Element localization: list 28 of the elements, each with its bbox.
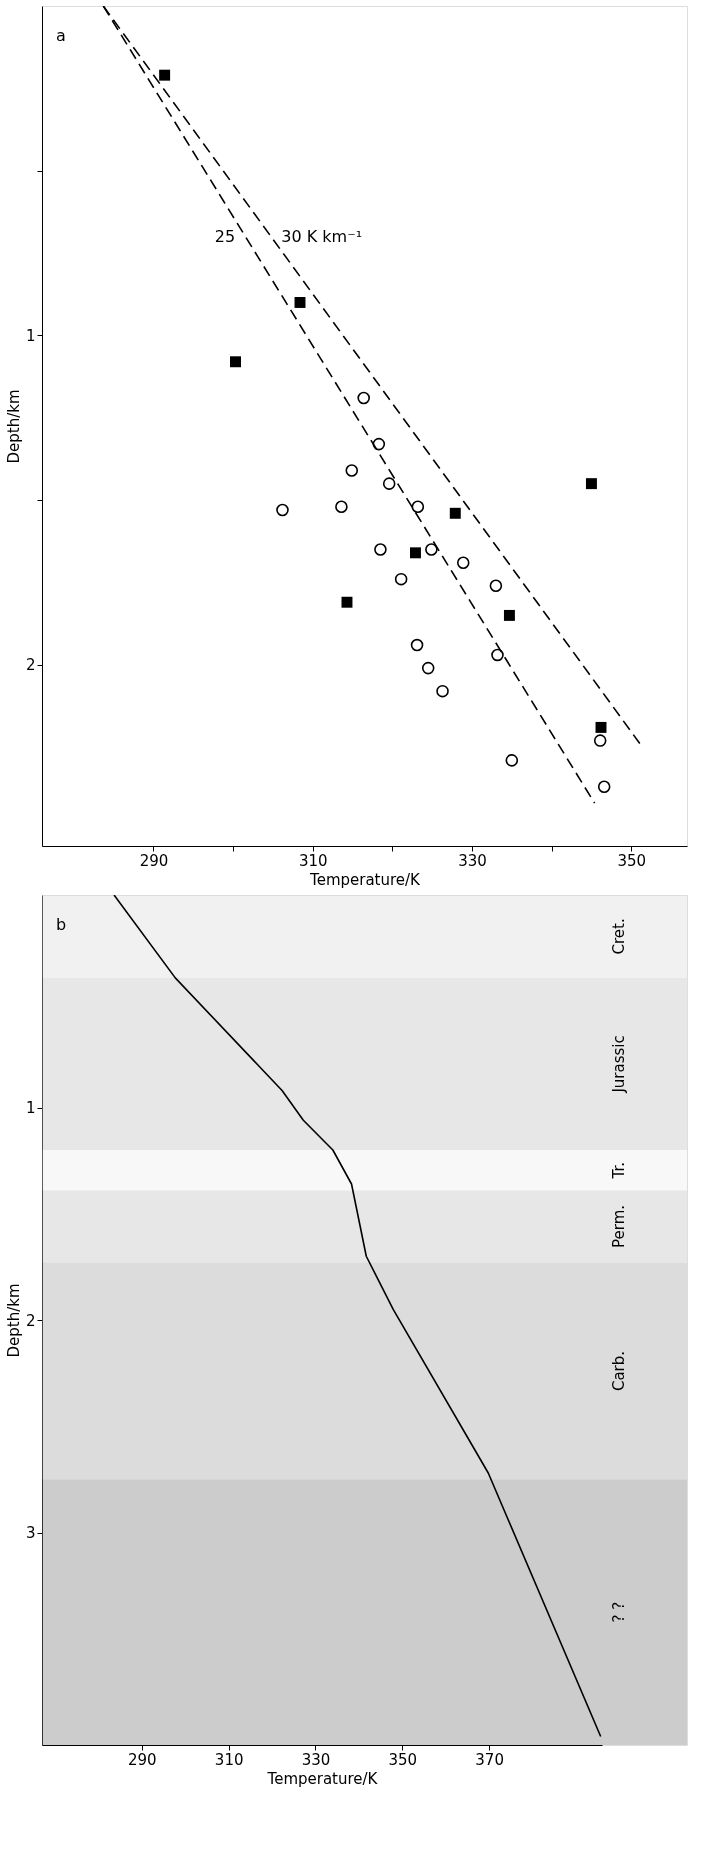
x-tick-label: 350 xyxy=(388,1750,418,1769)
band-label: Tr. xyxy=(610,1161,628,1180)
y-tick-label: 2 xyxy=(25,656,36,675)
x-tick-label: 290 xyxy=(128,1750,157,1769)
x-axis-title: Temperature/K xyxy=(266,1769,379,1788)
x-tick-label: 370 xyxy=(475,1750,504,1769)
x-tick-label: 330 xyxy=(301,1750,331,1769)
annotation: a xyxy=(56,26,66,45)
y-axis-title: Depth/km xyxy=(4,389,23,464)
y-tick-label: 2 xyxy=(25,1311,36,1330)
annotation: b xyxy=(56,915,67,934)
x-tick-label: 350 xyxy=(617,851,647,870)
y-tick-label: 1 xyxy=(25,326,36,345)
x-tick-label: 290 xyxy=(139,851,169,870)
x-axis-title: Temperature/K xyxy=(309,870,422,889)
y-axis-title: Depth/km xyxy=(4,1283,23,1358)
annotation: 25 xyxy=(214,226,236,246)
band-label: Perm. xyxy=(610,1204,628,1249)
band-label: Jurassic xyxy=(610,1035,628,1094)
annotation: 30 K km⁻¹ xyxy=(281,226,363,246)
x-tick-label: 310 xyxy=(214,1750,244,1769)
band-label: Carb. xyxy=(610,1350,628,1392)
y-tick-label: 1 xyxy=(25,1099,36,1117)
band-label: ? ? xyxy=(610,1601,628,1623)
x-tick-label: 310 xyxy=(298,851,328,870)
y-tick-label: 3 xyxy=(25,1524,36,1542)
band-label: Cret. xyxy=(610,918,628,955)
x-tick-label: 330 xyxy=(458,851,487,870)
